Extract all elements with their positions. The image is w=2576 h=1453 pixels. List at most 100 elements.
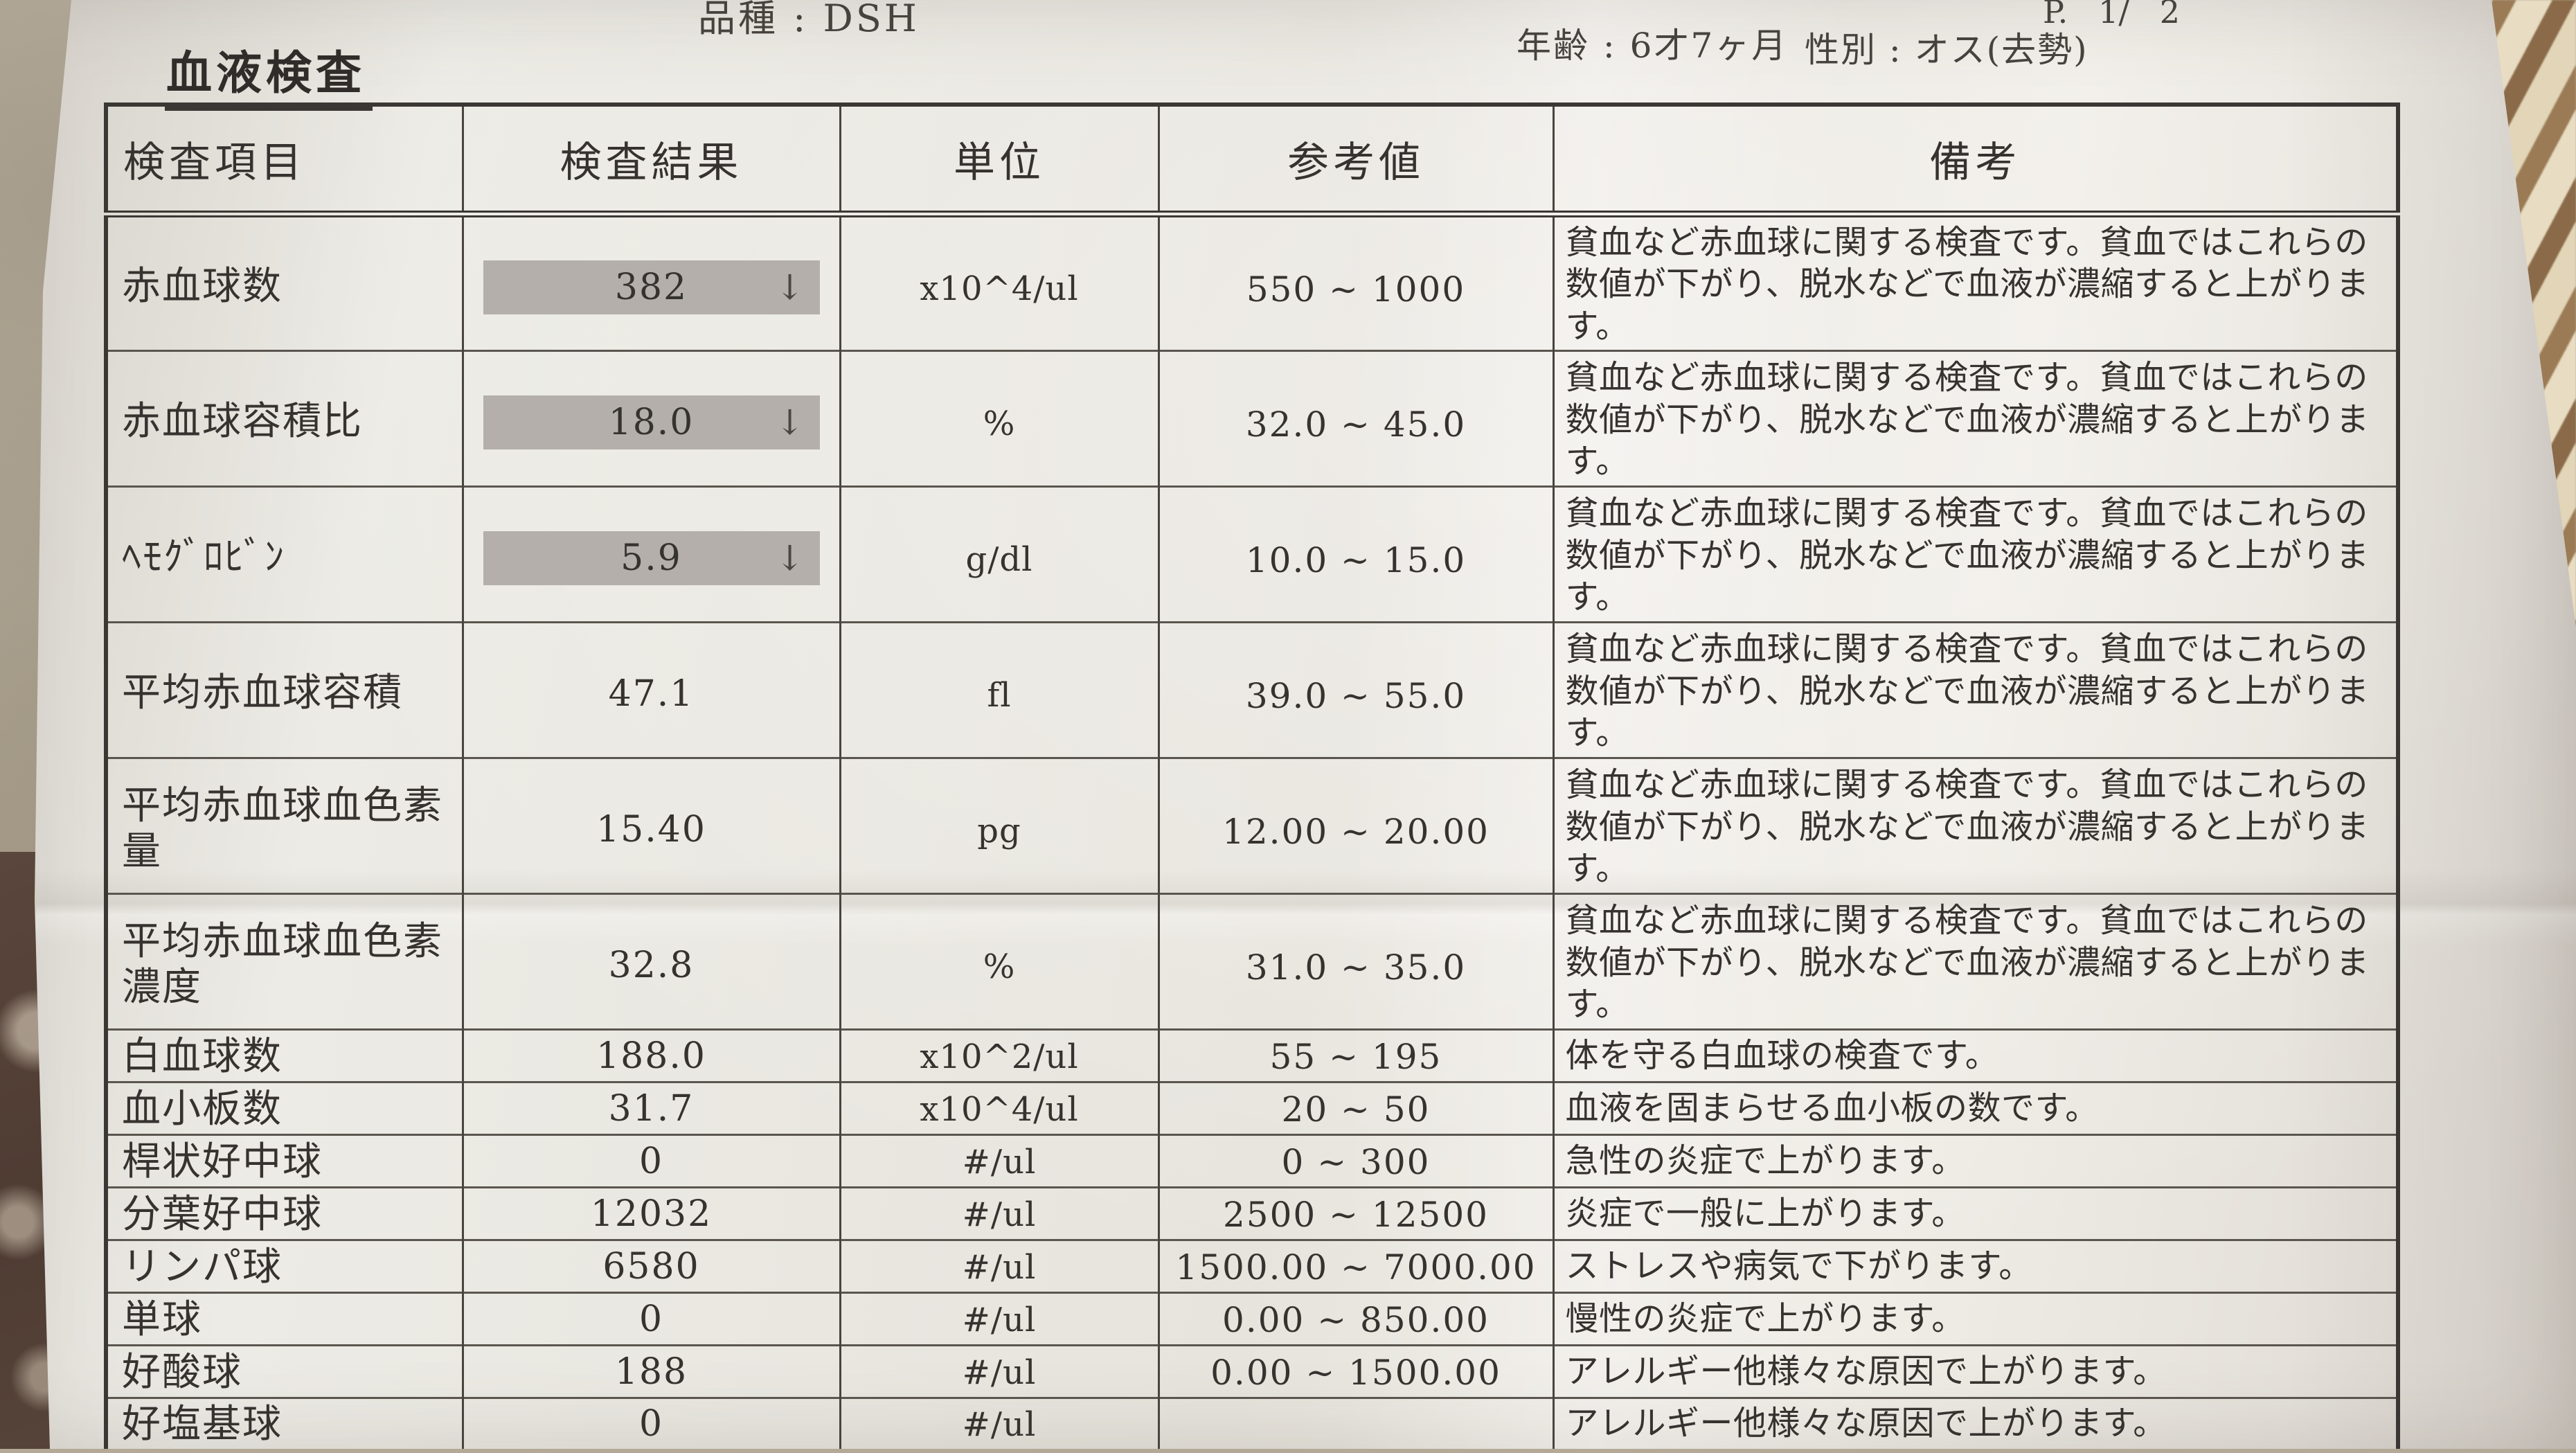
breed-field: 品種 : DSH xyxy=(698,0,920,40)
unit-label: #/ul xyxy=(962,1142,1037,1182)
result-value: 382 xyxy=(614,266,688,308)
remark-text: 炎症で一般に上がります。 xyxy=(1565,1193,1965,1233)
reference-range: 20 ~ 50 xyxy=(1281,1089,1431,1130)
table-row: 赤血球容積比 18.0 ↓ % 32.0 ~ 45.0 貧血など赤血球に関する検… xyxy=(106,350,2398,487)
reference-range: 1500.00 ~ 7000.00 xyxy=(1175,1247,1537,1287)
remark-text: 貧血など赤血球に関する検査です。貧血ではこれらの数値が下がり、脱水などで血液が濃… xyxy=(1565,630,2370,753)
result-value: 5.9 xyxy=(620,537,682,579)
reference-range: 0.00 ~ 1500.00 xyxy=(1210,1352,1501,1393)
table-row: 単球 0 #/ul 0.00 ~ 850.00 慢性の炎症で上がります。 xyxy=(106,1292,2398,1346)
result-value: 15.40 xyxy=(596,808,706,850)
table-row: リンパ球 6580 #/ul 1500.00 ~ 7000.00 ストレスや病気… xyxy=(106,1239,2398,1293)
remark-text: 貧血など赤血球に関する検査です。貧血ではこれらの数値が下がり、脱水などで血液が濃… xyxy=(1565,901,2370,1024)
test-item-label: 平均赤血球容積 xyxy=(122,670,403,715)
result-value-box: 12032 xyxy=(483,1190,820,1238)
result-value-box: 31.7 xyxy=(483,1085,820,1133)
unit-label: x10^4/ul xyxy=(920,1089,1079,1129)
unit-label: #/ul xyxy=(962,1353,1037,1392)
unit-label: #/ul xyxy=(962,1247,1037,1287)
result-value-box: 32.8 xyxy=(483,938,820,992)
col-header-result: 検査結果 xyxy=(461,105,840,217)
test-item-label: ﾍﾓｸﾞﾛﾋﾞﾝ xyxy=(122,534,285,580)
unit-label: x10^4/ul xyxy=(920,269,1079,308)
unit-label: % xyxy=(983,404,1016,443)
result-value-box: 47.1 xyxy=(483,667,820,721)
test-item-label: 分葉好中球 xyxy=(122,1191,323,1237)
result-value-box: 6580 xyxy=(483,1242,820,1291)
table-row: 血小板数 31.7 x10^4/ul 20 ~ 50 血液を固まらせる血小板の数… xyxy=(106,1081,2398,1135)
result-value: 18.0 xyxy=(608,401,695,443)
col-header-unit: 単位 xyxy=(839,105,1159,217)
result-value: 47.1 xyxy=(608,672,695,715)
test-item-label: 血小板数 xyxy=(122,1086,283,1132)
test-item-label: 白血球数 xyxy=(122,1033,283,1079)
unit-label: #/ul xyxy=(962,1195,1037,1234)
reference-range xyxy=(1160,1423,1553,1425)
sex-field: 性別 : オス(去勢) xyxy=(1805,30,2088,70)
reference-range: 55 ~ 195 xyxy=(1269,1036,1442,1077)
test-item-label: リンパ球 xyxy=(122,1244,283,1290)
result-value: 12032 xyxy=(590,1193,713,1235)
test-item-label: 平均赤血球血色素量 xyxy=(122,783,443,874)
remark-text: 慢性の炎症で上がります。 xyxy=(1565,1299,1965,1338)
col-header-reference: 参考値 xyxy=(1157,105,1553,217)
section-title: 血液検査 xyxy=(165,36,373,111)
reference-range: 0.00 ~ 850.00 xyxy=(1222,1299,1490,1340)
reference-range: 39.0 ~ 55.0 xyxy=(1245,675,1467,716)
table-row: ﾍﾓｸﾞﾛﾋﾞﾝ 5.9 ↓ g/dl 10.0 ~ 15.0 貧血など赤血球に… xyxy=(106,485,2398,623)
table-row: 好酸球 188 #/ul 0.00 ~ 1500.00 アレルギー他様々な原因で… xyxy=(106,1344,2398,1398)
result-value: 0 xyxy=(638,1403,664,1445)
result-value-box: 5.9 ↓ xyxy=(483,531,820,585)
arrow-down-icon: ↓ xyxy=(775,267,805,307)
result-value-box: 15.40 xyxy=(483,803,820,857)
col-header-remarks: 備考 xyxy=(1552,105,2398,217)
reference-range: 31.0 ~ 35.0 xyxy=(1245,947,1467,988)
result-value: 188.0 xyxy=(596,1035,706,1077)
result-value-box: 188 xyxy=(483,1348,820,1396)
result-value-box: 0 xyxy=(483,1295,820,1344)
remark-text: 貧血など赤血球に関する検査です。貧血ではこれらの数値が下がり、脱水などで血液が濃… xyxy=(1565,765,2370,889)
test-item-label: 平均赤血球血色素濃度 xyxy=(122,918,443,1010)
remark-text: 血液を固まらせる血小板の数です。 xyxy=(1565,1088,2099,1127)
age-field: 年齢 : 6才7ヶ月 xyxy=(1517,26,1789,66)
result-value-box: 0 xyxy=(483,1137,820,1186)
table-header-row: 検査項目 検査結果 単位 参考値 備考 xyxy=(106,105,2398,217)
test-item-label: 赤血球数 xyxy=(122,263,283,309)
unit-label: g/dl xyxy=(965,540,1033,579)
unit-label: #/ul xyxy=(962,1300,1037,1339)
table-row: 好塩基球 0 #/ul アレルギー他様々な原因で上がります。 xyxy=(106,1397,2398,1449)
unit-label: x10^2/ul xyxy=(920,1037,1079,1076)
reference-range: 2500 ~ 12500 xyxy=(1223,1194,1489,1235)
result-value: 0 xyxy=(638,1140,664,1182)
remark-text: 貧血など赤血球に関する検査です。貧血ではこれらの数値が下がり、脱水などで血液が濃… xyxy=(1565,358,2370,481)
arrow-down-icon: ↓ xyxy=(775,537,805,578)
result-value: 188 xyxy=(614,1351,688,1393)
result-value-box: 0 xyxy=(483,1400,820,1448)
table-row: 赤血球数 382 ↓ x10^4/ul 550 ~ 1000 貧血など赤血球に関… xyxy=(106,213,2398,351)
table-row: 分葉好中球 12032 #/ul 2500 ~ 12500 炎症で一般に上がりま… xyxy=(106,1186,2398,1240)
unit-label: % xyxy=(983,947,1016,986)
reference-range: 10.0 ~ 15.0 xyxy=(1245,540,1467,580)
test-item-label: 赤血球容積比 xyxy=(122,398,363,444)
table-row: 平均赤血球血色素量 15.40 pg 12.00 ~ 20.00 貧血など赤血球… xyxy=(106,757,2398,894)
test-item-label: 桿状好中球 xyxy=(122,1139,323,1184)
reference-range: 550 ~ 1000 xyxy=(1246,269,1466,310)
remark-text: アレルギー他様々な原因で上がります。 xyxy=(1565,1351,2167,1391)
test-item-label: 単球 xyxy=(122,1296,202,1342)
result-value-box: 382 ↓ xyxy=(483,260,820,314)
result-value: 32.8 xyxy=(608,944,695,986)
unit-label: #/ul xyxy=(962,1405,1037,1445)
test-item-label: 好塩基球 xyxy=(122,1402,283,1447)
table-row: 平均赤血球容積 47.1 fl 39.0 ~ 55.0 貧血など赤血球に関する検… xyxy=(106,621,2398,758)
remark-text: 体を守る白血球の検査です。 xyxy=(1565,1035,1999,1075)
result-value: 0 xyxy=(638,1298,664,1340)
page-indicator: P. 1/ 2 xyxy=(2043,0,2181,30)
reference-range: 0 ~ 300 xyxy=(1281,1141,1431,1182)
blood-test-table: 検査項目 検査結果 単位 参考値 備考 赤血球数 382 ↓ x10^4/ul … xyxy=(104,102,2400,1449)
unit-label: fl xyxy=(987,675,1012,715)
remark-text: ストレスや病気で下がります。 xyxy=(1565,1246,2032,1285)
table-row: 白血球数 188.0 x10^2/ul 55 ~ 195 体を守る白血球の検査で… xyxy=(106,1028,2398,1082)
arrow-down-icon: ↓ xyxy=(775,402,805,443)
result-value: 6580 xyxy=(602,1245,700,1287)
